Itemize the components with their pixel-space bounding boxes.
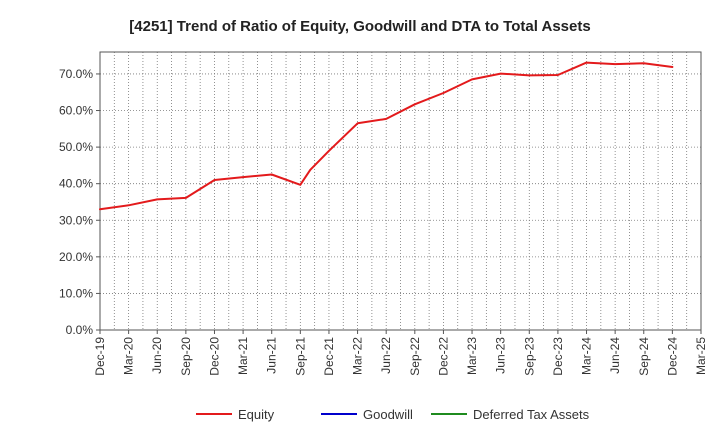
x-tick-label: Mar-24 xyxy=(580,337,594,375)
x-tick-label: Jun-22 xyxy=(379,337,393,374)
x-tick-label: Mar-25 xyxy=(694,337,708,375)
y-tick-label: 40.0% xyxy=(59,177,93,191)
x-tick-label: Sep-24 xyxy=(637,337,651,376)
y-tick-label: 70.0% xyxy=(59,67,93,81)
x-tick-label: Mar-23 xyxy=(465,337,479,375)
x-tick-label: Dec-21 xyxy=(322,337,336,376)
x-tick-label: Sep-23 xyxy=(522,337,536,376)
legend: Equity Goodwill Deferred Tax Assets xyxy=(196,407,590,422)
x-tick-label: Mar-22 xyxy=(351,337,365,375)
x-tick-label: Sep-21 xyxy=(293,337,307,376)
x-tick-label: Dec-23 xyxy=(551,337,565,376)
x-tick-label: Mar-20 xyxy=(122,337,136,375)
y-tick-label: 20.0% xyxy=(59,250,93,264)
series-layer xyxy=(99,61,674,211)
axis-layer: 0.0% 10.0% 20.0% 30.0% 40.0% 50.0% 60.0% 70.0% D… xyxy=(59,51,708,376)
x-tick-label: Dec-19 xyxy=(93,337,107,376)
plot-frame xyxy=(99,51,702,331)
legend-label-deferred-tax-assets: Deferred Tax Assets xyxy=(473,407,590,422)
legend-label-goodwill: Goodwill xyxy=(363,407,413,422)
x-tick-label: Jun-23 xyxy=(494,337,508,374)
y-tick-label: 60.0% xyxy=(59,104,93,118)
x-tick-label: Dec-24 xyxy=(665,337,679,376)
chart-title: [4251] Trend of Ratio of Equity, Goodwil… xyxy=(129,18,590,35)
x-tick-label: Dec-20 xyxy=(207,337,221,376)
y-tick-label: 10.0% xyxy=(59,286,93,300)
series-line-equity xyxy=(99,61,674,211)
y-tick-label: 30.0% xyxy=(59,213,93,227)
y-tick-label: 0.0% xyxy=(66,323,94,337)
x-tick-label: Dec-22 xyxy=(436,337,450,376)
x-tick-label: Jun-21 xyxy=(265,337,279,374)
y-tick-label: 50.0% xyxy=(59,140,93,154)
legend-label-equity: Equity xyxy=(238,407,275,422)
x-tick-label: Mar-21 xyxy=(236,337,250,375)
x-tick-label: Jun-24 xyxy=(608,337,622,374)
x-tick-label: Sep-20 xyxy=(179,337,193,376)
x-tick-label: Jun-20 xyxy=(150,337,164,374)
x-tick-label: Sep-22 xyxy=(408,337,422,376)
grid-layer xyxy=(99,52,702,331)
